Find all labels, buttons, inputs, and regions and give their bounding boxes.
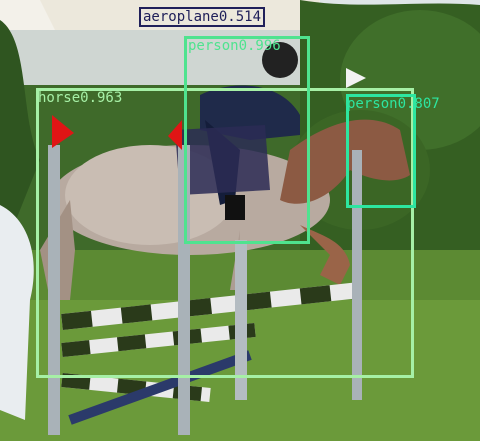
bystander-bounding-box [346,94,416,208]
rider-bounding-box [184,36,310,244]
aeroplane-detection-label: aeroplane0.514 [139,7,266,27]
horse-detection-label: horse0.963 [38,90,123,106]
bystander-detection-label: person0.807 [347,96,440,112]
horse-bounding-box [36,88,414,378]
rider-detection-label: person0.996 [188,38,281,54]
